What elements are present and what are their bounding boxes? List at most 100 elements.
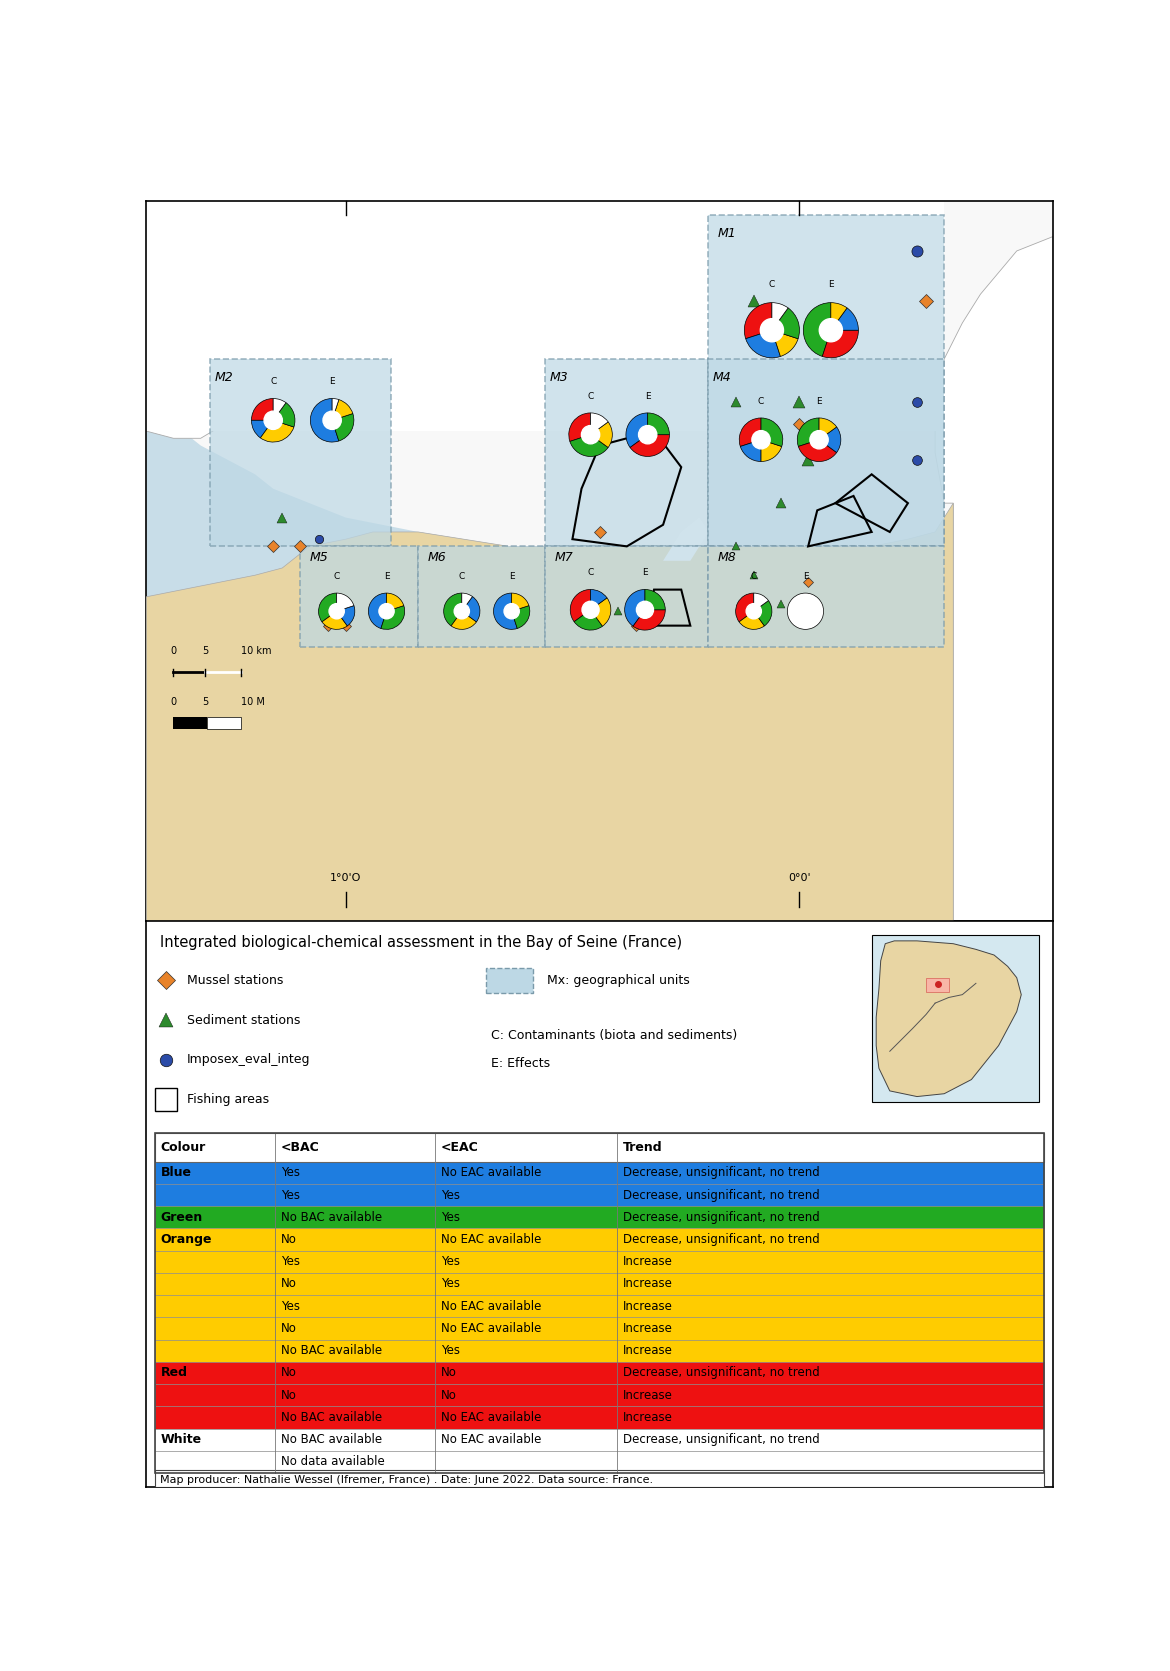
- Text: E: Effects: E: Effects: [491, 1058, 550, 1069]
- Wedge shape: [369, 593, 386, 628]
- Wedge shape: [462, 597, 480, 622]
- Wedge shape: [252, 398, 274, 421]
- Text: No EAC available: No EAC available: [441, 1410, 541, 1424]
- Text: No: No: [281, 1278, 297, 1290]
- Text: 0: 0: [171, 647, 177, 657]
- Text: E: E: [817, 396, 821, 406]
- Text: E: E: [803, 573, 808, 582]
- Polygon shape: [935, 237, 1053, 921]
- Wedge shape: [591, 421, 612, 448]
- Wedge shape: [831, 302, 847, 331]
- Bar: [156, 1450, 1044, 1474]
- Wedge shape: [819, 428, 841, 453]
- Bar: [156, 1317, 1044, 1340]
- Circle shape: [504, 603, 519, 618]
- Text: M1: M1: [717, 227, 736, 239]
- Text: M7: M7: [555, 551, 573, 563]
- Text: C: C: [270, 378, 276, 386]
- Bar: [156, 1429, 1044, 1450]
- Wedge shape: [310, 398, 339, 443]
- Wedge shape: [332, 399, 353, 421]
- Wedge shape: [570, 590, 591, 622]
- Text: M6: M6: [427, 551, 446, 563]
- Wedge shape: [381, 605, 405, 630]
- Bar: [207, 717, 241, 729]
- Bar: [487, 968, 534, 993]
- Wedge shape: [633, 610, 666, 630]
- Bar: [156, 1295, 1044, 1317]
- Circle shape: [810, 431, 828, 449]
- Bar: [156, 1183, 1044, 1206]
- Wedge shape: [760, 418, 783, 446]
- Bar: [156, 1228, 1044, 1250]
- Text: E: E: [384, 573, 390, 582]
- Text: 10 km: 10 km: [241, 647, 271, 657]
- Text: Yes: Yes: [281, 1255, 300, 1268]
- Text: C: C: [333, 573, 339, 582]
- Text: E: E: [509, 573, 515, 582]
- Wedge shape: [772, 302, 789, 331]
- Wedge shape: [318, 593, 337, 622]
- Text: Yes: Yes: [281, 1166, 300, 1180]
- Wedge shape: [274, 398, 285, 421]
- Text: M3: M3: [550, 371, 569, 384]
- Text: White: White: [160, 1434, 202, 1445]
- Text: Yes: Yes: [441, 1211, 460, 1223]
- Wedge shape: [337, 605, 355, 627]
- Wedge shape: [274, 403, 295, 428]
- Circle shape: [636, 602, 654, 618]
- Bar: [872, 936, 1039, 1103]
- Circle shape: [752, 431, 770, 449]
- Wedge shape: [736, 593, 753, 622]
- Bar: [156, 1407, 1044, 1429]
- Text: C: C: [587, 391, 593, 401]
- Polygon shape: [146, 503, 954, 921]
- Wedge shape: [574, 610, 603, 630]
- Circle shape: [264, 411, 282, 429]
- Wedge shape: [452, 612, 476, 630]
- Text: No: No: [281, 1322, 297, 1335]
- Polygon shape: [876, 941, 1021, 1096]
- Wedge shape: [511, 593, 529, 612]
- Circle shape: [581, 426, 600, 444]
- Wedge shape: [823, 331, 859, 358]
- Bar: [156, 1088, 177, 1111]
- Wedge shape: [261, 421, 294, 443]
- Wedge shape: [797, 418, 819, 446]
- Text: Decrease, unsignificant, no trend: Decrease, unsignificant, no trend: [622, 1367, 820, 1380]
- Bar: [146, 201, 944, 431]
- Text: Yes: Yes: [441, 1343, 460, 1357]
- Bar: [927, 978, 949, 993]
- Text: Decrease, unsignificant, no trend: Decrease, unsignificant, no trend: [622, 1434, 820, 1445]
- Text: Decrease, unsignificant, no trend: Decrease, unsignificant, no trend: [622, 1233, 820, 1247]
- Text: 10 M: 10 M: [241, 697, 264, 707]
- Text: M2: M2: [214, 371, 233, 384]
- Polygon shape: [146, 431, 954, 921]
- Bar: [156, 1273, 1044, 1295]
- Text: Red: Red: [160, 1367, 187, 1380]
- Wedge shape: [631, 434, 669, 456]
- Text: No EAC available: No EAC available: [441, 1166, 541, 1180]
- Circle shape: [798, 603, 813, 618]
- Wedge shape: [252, 421, 274, 438]
- Circle shape: [760, 319, 784, 343]
- Wedge shape: [648, 413, 669, 434]
- Bar: [708, 216, 944, 546]
- Text: E: E: [329, 378, 335, 386]
- Wedge shape: [753, 593, 769, 612]
- Text: No: No: [281, 1389, 297, 1402]
- Bar: [156, 1340, 1044, 1362]
- Text: 5: 5: [202, 647, 208, 657]
- Text: No BAC available: No BAC available: [281, 1211, 381, 1223]
- Wedge shape: [819, 418, 837, 439]
- Text: Orange: Orange: [160, 1233, 212, 1247]
- Text: E: E: [642, 568, 648, 576]
- Circle shape: [746, 603, 762, 618]
- Text: M5: M5: [309, 551, 329, 563]
- Text: Green: Green: [160, 1211, 204, 1223]
- Text: Imposex_eval_integ: Imposex_eval_integ: [187, 1053, 310, 1066]
- Bar: [545, 359, 709, 546]
- Text: Fishing areas: Fishing areas: [187, 1093, 269, 1106]
- Text: Yes: Yes: [281, 1188, 300, 1201]
- Text: 5: 5: [202, 697, 208, 707]
